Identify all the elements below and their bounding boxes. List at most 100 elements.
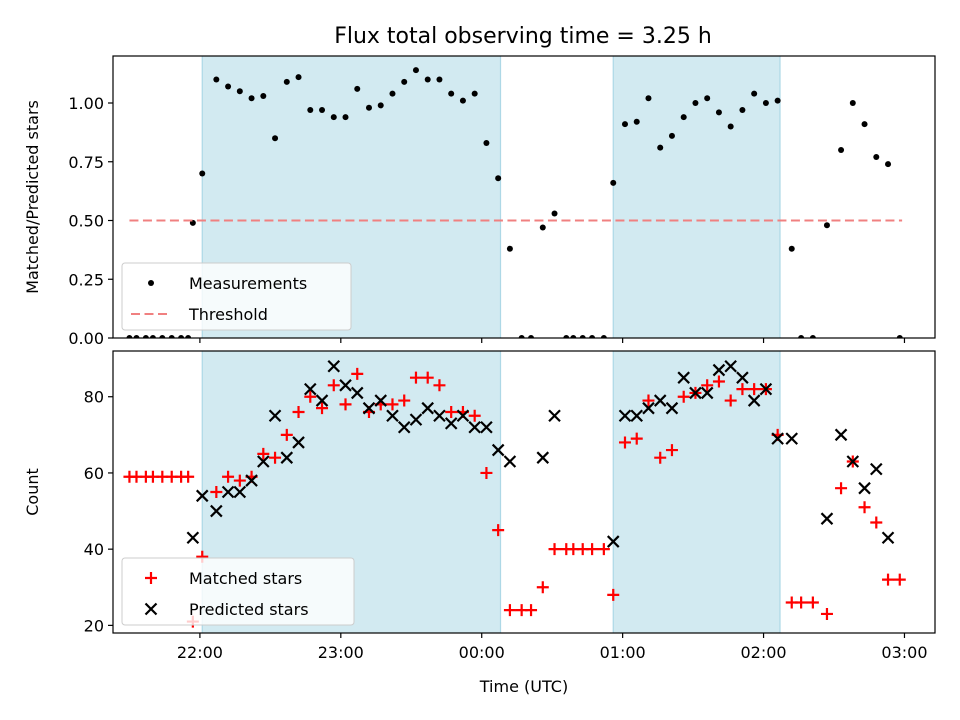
measurement-point (838, 147, 845, 153)
measurement-point (377, 102, 384, 109)
predicted-star-point (785, 432, 799, 445)
matched-star-point (398, 394, 411, 407)
predicted-star-point (724, 359, 737, 373)
matched-star-point (304, 390, 317, 403)
measurement-point (248, 95, 255, 102)
matched-star-point (257, 447, 270, 460)
measurement-point (809, 335, 816, 338)
measurement-point (126, 335, 133, 338)
measurement-point (307, 107, 314, 114)
predicted-star-point (665, 401, 679, 415)
matched-star-point (795, 596, 808, 609)
predicted-star-point (846, 455, 860, 468)
measurement-point (751, 90, 758, 97)
measurement-point (168, 335, 175, 338)
legend-swatch-matched (145, 572, 157, 584)
measurement-point (579, 335, 586, 338)
matched-star-point (280, 428, 293, 441)
matched-star-point (548, 543, 561, 556)
predicted-star-point (858, 481, 871, 495)
matched-star-point (665, 444, 678, 457)
measurement-point (436, 76, 443, 83)
predicted-star-point (292, 436, 305, 449)
measurement-point (236, 88, 243, 95)
measurement-point (885, 161, 892, 168)
measurement-point (448, 90, 455, 97)
measurement-point (495, 175, 502, 182)
predicted-star-point (304, 382, 317, 396)
measurement-point (133, 335, 140, 338)
predicted-star-point (456, 409, 470, 423)
y-tick-label: 0.50 (68, 212, 104, 231)
matched-star-point (870, 516, 883, 529)
legend: Matched stars Predicted stars (121, 557, 355, 626)
predicted-star-point (397, 420, 411, 434)
matched-star-point (712, 375, 725, 388)
matched-star-point (421, 371, 434, 384)
bottom-panel: 20 40 60 80 22:00 23:00 00:00 01:00 02:00 03:00 Co… (23, 350, 936, 696)
measurement-point (483, 139, 490, 146)
matched-star-point (525, 604, 538, 617)
matched-star-point (724, 394, 737, 407)
predicted-star-point (820, 512, 834, 525)
predicted-star-point (548, 409, 561, 423)
x-tick-label: 23:00 (318, 643, 364, 662)
predicted-star-point (653, 394, 667, 407)
matched-star-point (835, 482, 848, 495)
x-tick-label: 02:00 (740, 643, 786, 662)
matched-star-point (292, 405, 305, 418)
matched-star-point (586, 543, 599, 556)
measurement-point (600, 335, 607, 338)
y-tick-label: 1.00 (68, 94, 104, 113)
matched-star-point (492, 524, 505, 537)
predicted-star-point (677, 371, 690, 384)
y-tick-label: 0.00 (68, 329, 104, 348)
matched-star-point (480, 466, 493, 479)
predicted-star-point (374, 394, 388, 407)
matched-star-point (409, 371, 422, 384)
y-tick-label: 40 (84, 540, 104, 559)
measurement-point (199, 170, 206, 177)
matched-star-point (597, 543, 610, 556)
x-tick-label: 03:00 (881, 643, 927, 662)
measurement-point (798, 335, 805, 338)
measurement-point (283, 78, 290, 85)
legend-label: Threshold (188, 305, 268, 324)
predicted-star-point (268, 409, 282, 423)
measurement-point (610, 179, 617, 186)
measurement-point (459, 97, 466, 104)
top-panel: 0.00 0.25 0.50 0.75 1.00 Matched/Predicted st… (23, 55, 936, 348)
predicted-star-point (433, 409, 446, 423)
predicted-star-point (771, 432, 784, 445)
plot-area (123, 359, 906, 628)
predicted-star-point (606, 535, 620, 548)
measurement-point (589, 335, 596, 338)
predicted-star-point (386, 409, 399, 423)
measurement-point (412, 67, 419, 74)
measurement-point (727, 123, 734, 130)
predicted-star-point (362, 401, 376, 415)
predicted-star-point (630, 409, 644, 423)
legend-swatch-measurements (148, 280, 154, 286)
matched-star-point (536, 581, 549, 594)
matched-star-point (468, 409, 481, 422)
legend-label: Predicted stars (189, 600, 309, 619)
x-tick-label: 00:00 (459, 643, 505, 662)
measurement-point (680, 114, 687, 121)
measurement-point (774, 97, 781, 104)
measurement-point (319, 107, 326, 114)
matched-star-point (618, 436, 631, 449)
measurement-point (570, 335, 577, 338)
measurement-point (861, 121, 868, 128)
measurement-point (295, 74, 302, 81)
measurement-point (159, 335, 166, 338)
measurement-point (506, 245, 513, 252)
matched-star-point (607, 588, 620, 601)
matched-star-point (503, 604, 516, 617)
predicted-star-point (350, 386, 364, 400)
measurement-point (389, 90, 396, 97)
matched-star-point (269, 451, 282, 464)
matched-star-point (893, 573, 906, 586)
legend-box (121, 262, 352, 331)
matched-star-point (222, 470, 235, 483)
